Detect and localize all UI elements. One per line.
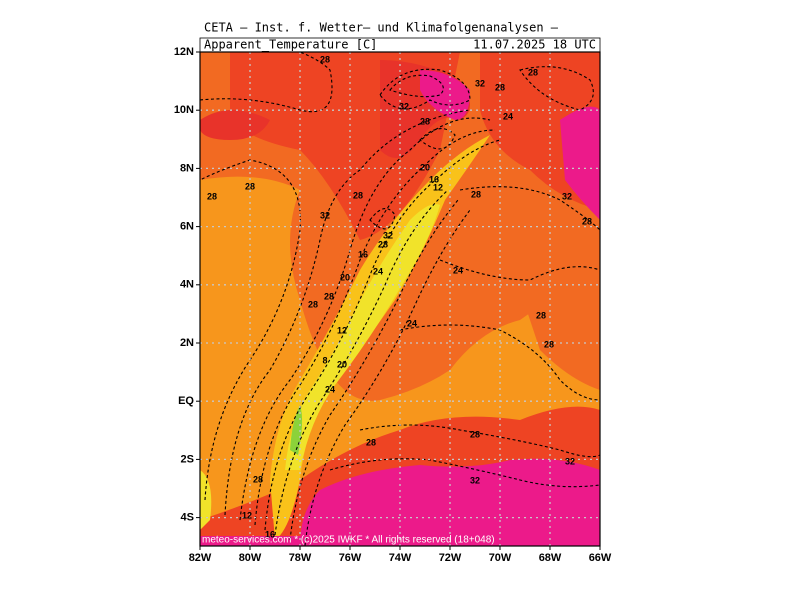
contour-label: 8 [322,355,327,365]
contour-label: 28 [471,189,481,199]
contour-label: 20 [420,162,430,172]
contour-label: 28 [320,54,330,64]
contour-label: 28 [536,310,546,320]
contour-label: 28 [366,437,376,447]
lon-label: 74W [389,552,412,564]
lon-label: 72W [439,552,462,564]
lon-label: 68W [539,552,562,564]
contour-label: 28 [420,116,430,126]
contour-label: 32 [565,456,575,466]
contour-label: 12 [337,325,347,335]
contour-label: 28 [308,299,318,309]
contour-label: 28 [207,191,217,201]
lon-label: 78W [289,552,312,564]
contour-label: 12 [433,182,443,192]
graticule [200,52,600,546]
lat-label: 12N [174,46,194,58]
contour-label: 32 [562,191,572,201]
contour-label: 28 [378,239,388,249]
contour-label: 24 [503,111,513,121]
lon-label: 82W [189,552,212,564]
contour-label: 12 [242,510,252,520]
contour-label: 24 [407,318,417,328]
lon-label: 70W [489,552,512,564]
header-variable: Apparent_Temperature [C] [204,38,377,52]
contour-label: 32 [475,78,485,88]
contour-label: 20 [340,272,350,282]
lon-label: 76W [339,552,362,564]
contour-label: 28 [353,190,363,200]
contour-label: 24 [373,266,383,276]
lat-label: 10N [174,104,194,116]
contour-label: 32 [399,101,409,111]
contour-label: 20 [337,359,347,369]
contour-label: 28 [324,291,334,301]
header-time: 11.07.2025 18 UTC [473,38,596,52]
contour-label: 28 [528,67,538,77]
contour-label: 28 [544,339,554,349]
contour-label: 28 [495,82,505,92]
axis-labels: 12N 10N 8N 6N 4N 2N EQ 2S 4S 82W 80W 78W 76W 74W 72W 70… [174,46,612,564]
contour-label: 32 [383,230,393,240]
contour-label: 16 [358,249,368,259]
contour-label: 16 [265,529,275,539]
contour-label: 28 [470,429,480,439]
contour-label: 28 [245,181,255,191]
lat-label: 2S [181,453,194,465]
lat-label: 4S [181,512,194,524]
contour-label: 28 [253,474,263,484]
contour-label: 28 [582,216,592,226]
lat-label: 6N [180,221,194,233]
lat-label: EQ [178,395,194,407]
contour-labels: 28 32 28 28 32 28 24 20 16 12 28 28 28 2… [207,54,592,539]
contours [200,52,600,546]
contour-label: 24 [325,384,335,394]
lon-label: 80W [239,552,262,564]
lat-label: 4N [180,279,194,291]
lat-label: 8N [180,162,194,174]
contour-label: 16 [429,174,439,184]
lon-label: 66W [589,552,612,564]
footer: meteo-services.com * (c)2025 IWKF * All … [202,535,495,546]
contour-label: 32 [320,210,330,220]
lat-label: 2N [180,337,194,349]
contour-label: 32 [470,475,480,485]
header-title: CETA — Inst. f. Wetter– und Klimafolgena… [204,21,559,35]
contour-label: 24 [453,265,463,275]
